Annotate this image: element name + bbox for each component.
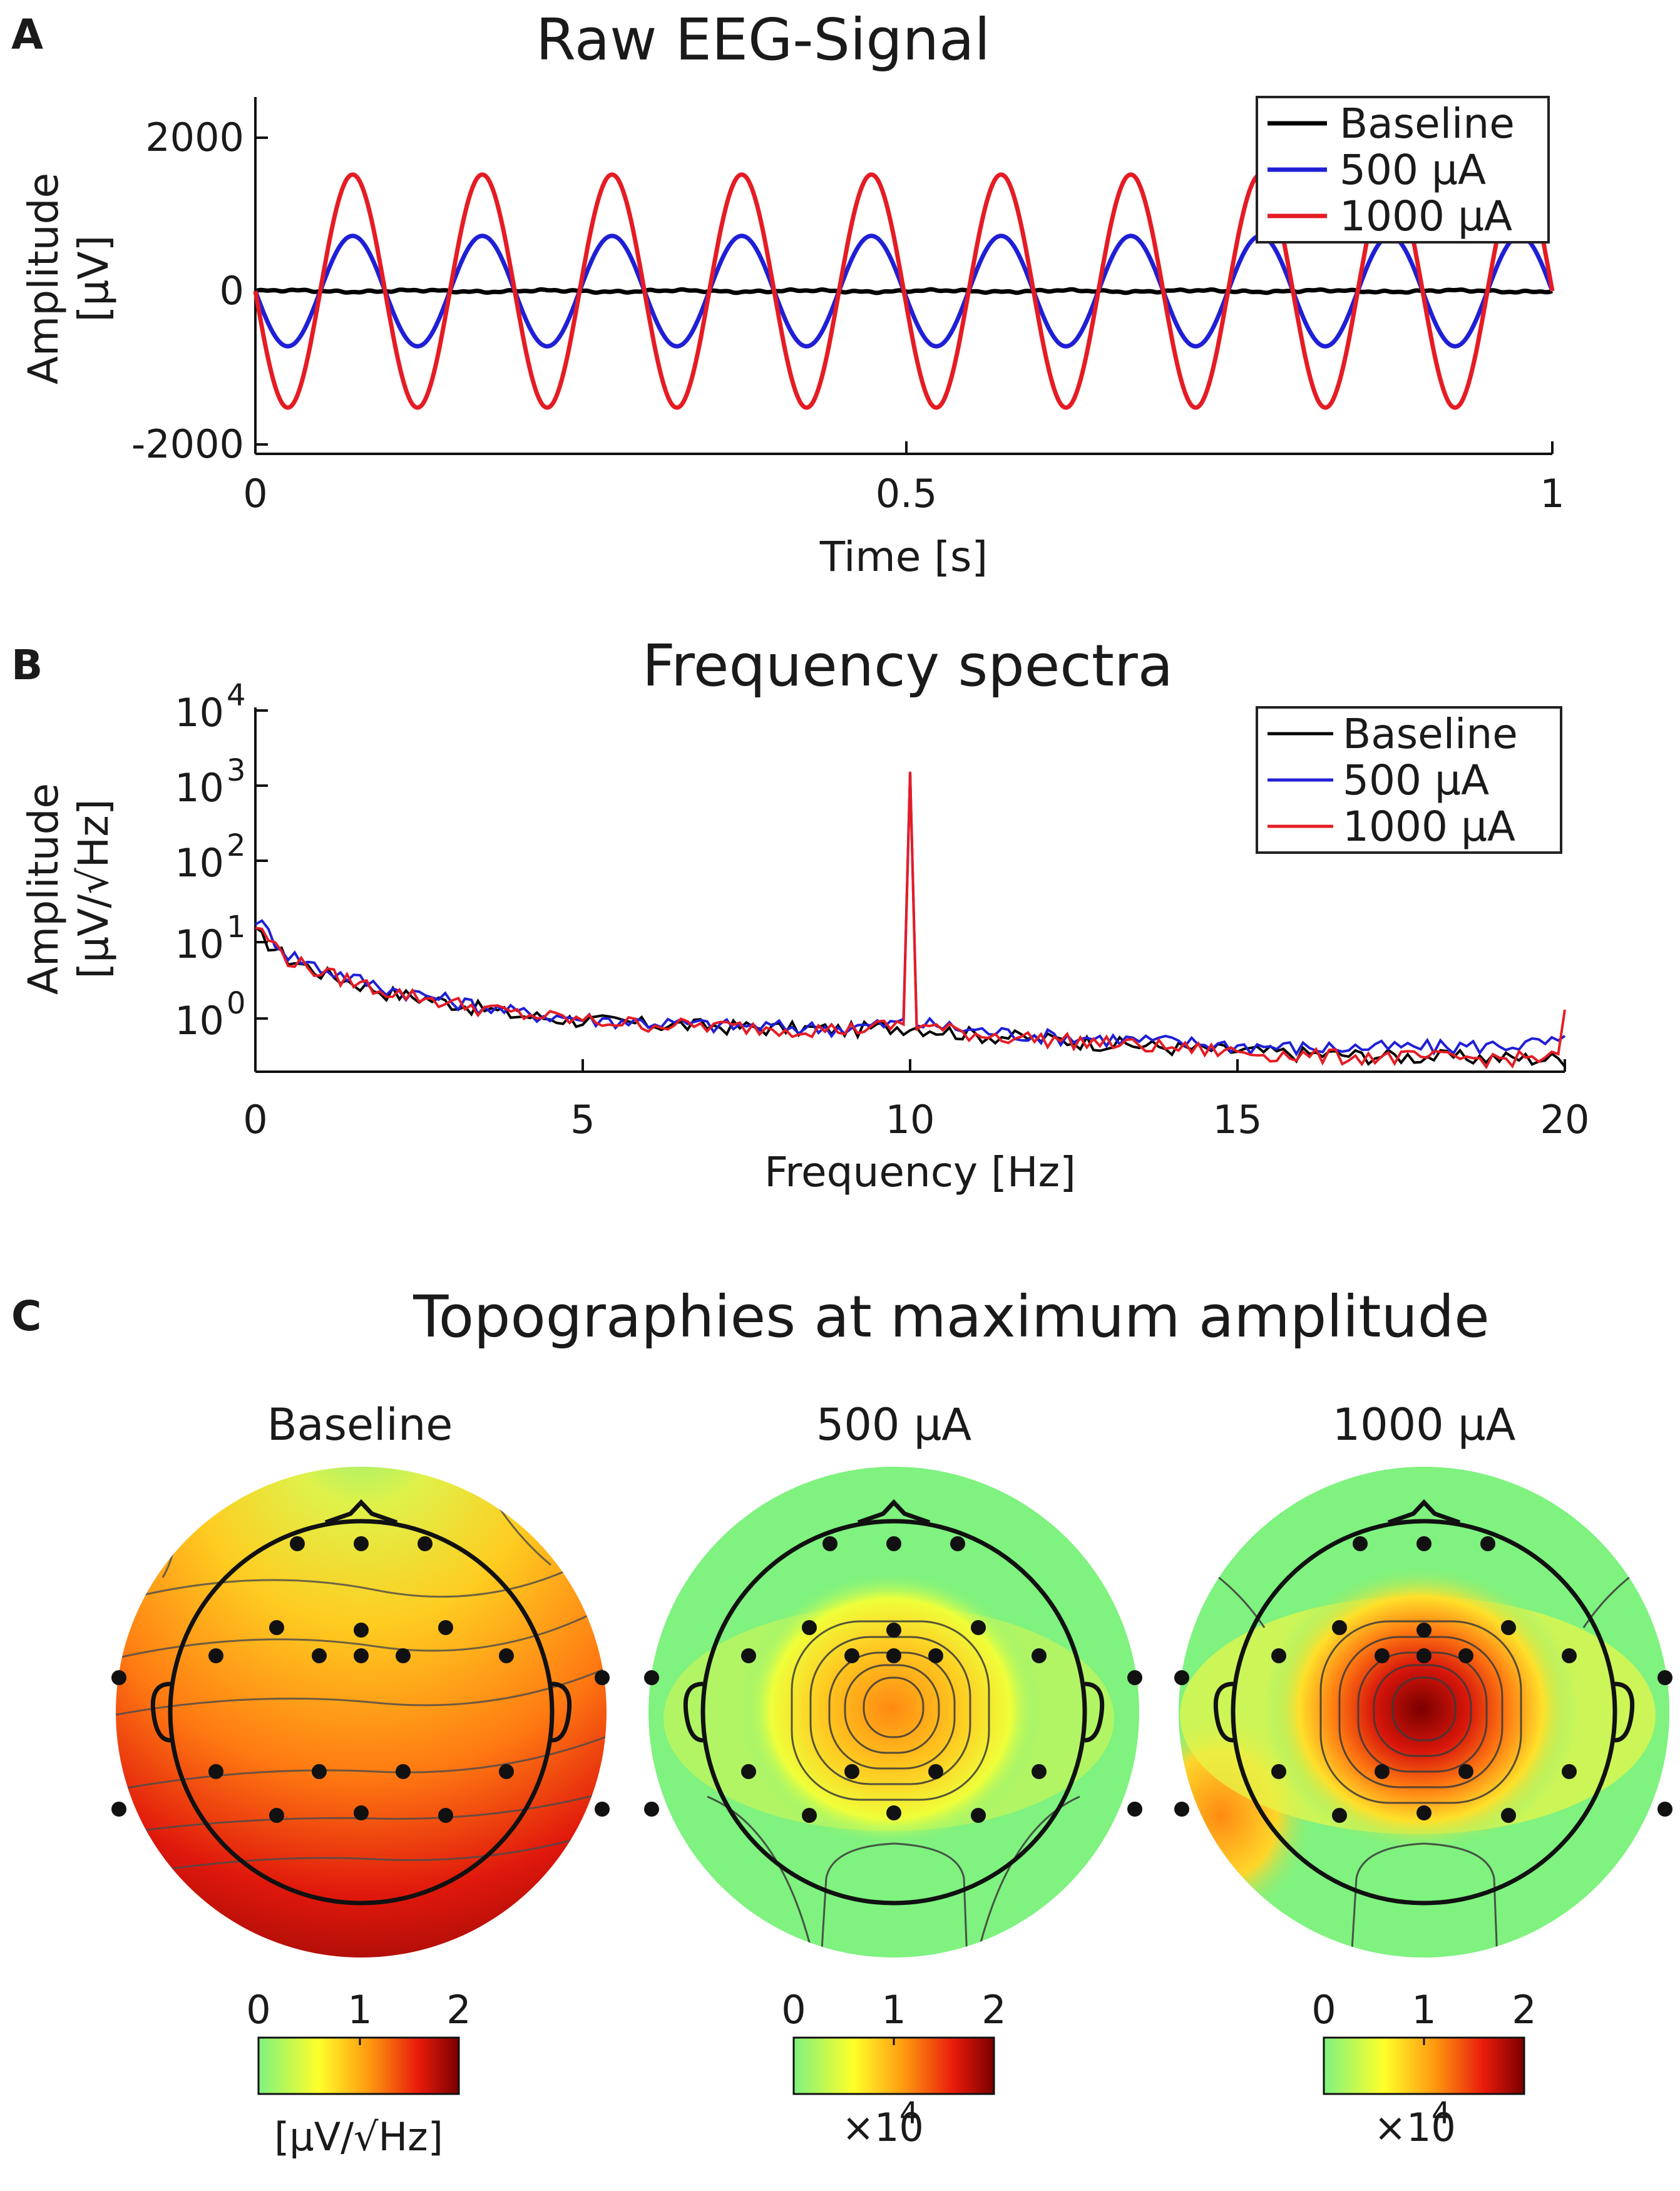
chart-a-legend: Baseline 500 μA 1000 μA bbox=[1256, 96, 1550, 244]
cbar-unit-label: [μV/√Hz] bbox=[274, 2114, 443, 2160]
topo-title-baseline: Baseline bbox=[267, 1399, 453, 1450]
topo-title-500ua: 500 μA bbox=[816, 1399, 971, 1450]
chart-a-y-ticks: 2000 0 -2000 bbox=[131, 115, 268, 467]
y-tick-exponent: 3 bbox=[227, 753, 246, 788]
legend-label-1000ua: 1000 μA bbox=[1339, 192, 1512, 240]
panel-letter-b: B bbox=[11, 641, 43, 689]
cbar-multiplier-exponent: 4 bbox=[899, 2096, 919, 2131]
electrodes-500ua bbox=[644, 1536, 1142, 1823]
legend-label-500ua: 500 μA bbox=[1339, 146, 1486, 194]
legend-label-baseline: Baseline bbox=[1343, 710, 1518, 758]
cbar-tick-label: 0 bbox=[246, 1987, 270, 2033]
y-tick-label-base: 10 bbox=[175, 840, 224, 886]
chart-a-axes bbox=[254, 97, 1552, 455]
legend-label-1000ua: 1000 μA bbox=[1343, 803, 1515, 851]
colorbar-500ua: 0 1 2 ×10 4 bbox=[781, 1987, 1006, 2150]
cbar-tick-label: 1 bbox=[881, 1987, 906, 2033]
cbar-multiplier: ×10 bbox=[842, 2105, 924, 2150]
chart-b-y-label-line1: Amplitude bbox=[19, 783, 68, 995]
cbar-multiplier: ×10 bbox=[1374, 2105, 1456, 2150]
head-outline-500ua bbox=[683, 1499, 1105, 1906]
cbar-multiplier-exponent: 4 bbox=[1432, 2096, 1451, 2131]
x-tick-label: 20 bbox=[1540, 1097, 1590, 1142]
cbar-tick-label: 2 bbox=[981, 1987, 1006, 2033]
chart-b-series-group bbox=[254, 771, 1566, 1070]
cbar-tick-label: 1 bbox=[347, 1987, 372, 2033]
legend-label-baseline: Baseline bbox=[1339, 100, 1515, 148]
y-tick-label-base: 10 bbox=[175, 765, 224, 811]
chart-b-title: Frequency spectra bbox=[642, 632, 1173, 699]
electrodes-baseline bbox=[111, 1536, 610, 1823]
electrodes-1000ua bbox=[1174, 1536, 1672, 1823]
y-tick-label-base: 10 bbox=[175, 998, 224, 1044]
chart-b-y-label-line2: [μV/√Hz] bbox=[69, 799, 118, 978]
chart-b-legend: Baseline 500 μA 1000 μA bbox=[1256, 706, 1562, 854]
y-tick-label-base: 10 bbox=[175, 921, 224, 967]
x-tick-label: 0 bbox=[243, 1097, 267, 1142]
x-tick-label: 1 bbox=[1540, 471, 1564, 516]
chart-b-x-label: Frequency [Hz] bbox=[764, 1148, 1076, 1196]
cbar-tick-label: 0 bbox=[1311, 1987, 1336, 2033]
panel-letter-a: A bbox=[11, 11, 43, 59]
cbar-tick-label: 1 bbox=[1411, 1987, 1436, 2033]
series-line-1000ua bbox=[253, 172, 1555, 410]
y-tick-label: -2000 bbox=[131, 421, 244, 467]
y-tick-label: 2000 bbox=[145, 115, 244, 160]
y-tick-exponent: 2 bbox=[227, 828, 246, 863]
panel-letter-c: C bbox=[11, 1292, 41, 1340]
chart-a-x-ticks: 0 0.5 1 bbox=[243, 441, 1565, 516]
chart-a-series-group bbox=[253, 172, 1555, 410]
topo-title-1000ua: 1000 μA bbox=[1333, 1399, 1516, 1450]
y-tick-exponent: 4 bbox=[227, 678, 246, 713]
y-tick-label-base: 10 bbox=[175, 690, 224, 736]
chart-a-x-label: Time [s] bbox=[819, 533, 988, 581]
spectrum-line-1000ua bbox=[255, 771, 1566, 1070]
topomap-500ua bbox=[648, 1467, 1139, 1958]
topomap-1000ua bbox=[1179, 1467, 1669, 1958]
y-tick-label: 0 bbox=[220, 268, 244, 314]
colorbar-baseline: 0 1 2 [μV/√Hz] bbox=[246, 1987, 471, 2160]
chart-a-title: Raw EEG-Signal bbox=[536, 6, 990, 73]
colorbar-1000ua: 0 1 2 ×10 4 bbox=[1311, 1987, 1536, 2150]
x-tick-label: 0.5 bbox=[876, 471, 938, 516]
chart-a-y-label-line2: [μV] bbox=[69, 235, 118, 322]
chart-c-title: Topographies at maximum amplitude bbox=[412, 1283, 1490, 1350]
cbar-tick-label: 0 bbox=[781, 1987, 806, 2033]
head-outline-baseline bbox=[150, 1499, 572, 1906]
y-tick-exponent: 0 bbox=[227, 986, 246, 1021]
y-tick-exponent: 1 bbox=[227, 910, 246, 945]
cbar-tick-label: 2 bbox=[1512, 1987, 1536, 2033]
head-outline-1000ua bbox=[1213, 1499, 1635, 1906]
legend-label-500ua: 500 μA bbox=[1343, 756, 1489, 804]
chart-a-y-label-line1: Amplitude bbox=[19, 173, 68, 384]
x-tick-label: 15 bbox=[1213, 1097, 1263, 1142]
x-tick-label: 5 bbox=[570, 1097, 595, 1142]
cbar-tick-label: 2 bbox=[446, 1987, 471, 2033]
x-tick-label: 0 bbox=[243, 471, 267, 516]
x-tick-label: 10 bbox=[886, 1097, 935, 1142]
spectrum-line-baseline bbox=[254, 926, 1566, 1068]
chart-b-y-ticks: 10 10 10 10 10 4 3 2 1 0 bbox=[175, 678, 268, 1044]
